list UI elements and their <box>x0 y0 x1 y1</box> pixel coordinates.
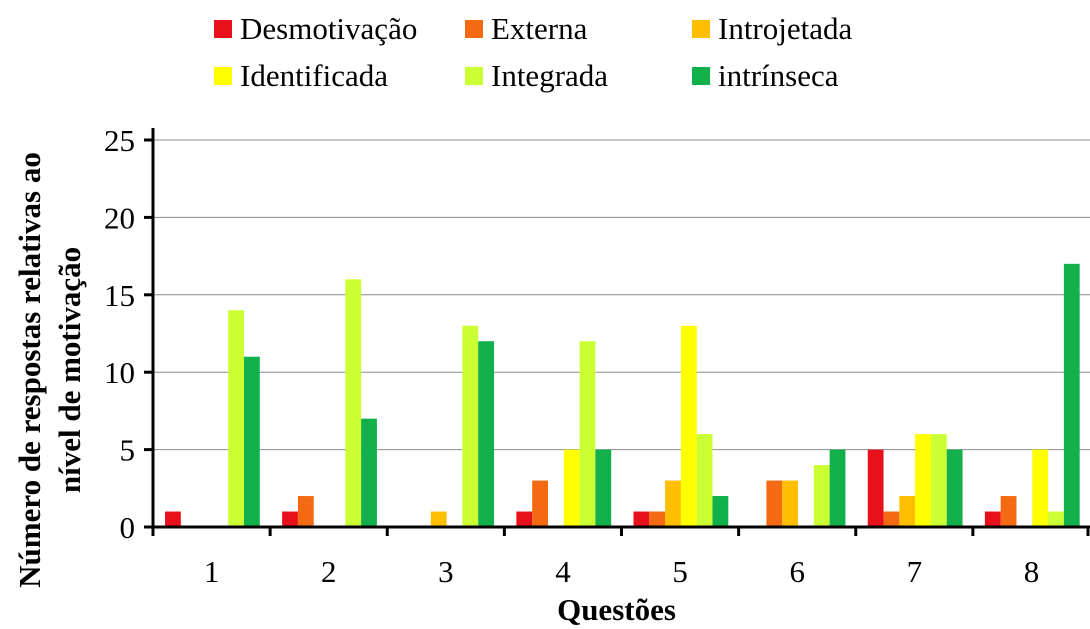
legend-label: Introjetada <box>718 11 853 46</box>
bar-Identificada-q4 <box>563 449 580 527</box>
bar-Desmotivação-q7 <box>867 449 884 527</box>
legend-swatch <box>214 66 232 85</box>
y-tick-label: 25 <box>104 123 135 158</box>
bar-Identificada-q7 <box>915 434 931 527</box>
x-tick-label: 2 <box>321 554 337 589</box>
legend-item-Introjetada: Introjetada <box>692 13 852 44</box>
bar-Externa-q5 <box>649 511 666 527</box>
legend-item-Integrada: Integrada <box>465 60 608 91</box>
bar-Introjetada-q6 <box>782 480 799 527</box>
bar-Integrada-q4 <box>579 341 596 527</box>
bar-intrínseca-q5 <box>712 496 729 527</box>
legend-label: Desmotivação <box>240 11 418 46</box>
bar-intrínseca-q4 <box>595 449 612 527</box>
bar-Externa-q4 <box>532 480 548 527</box>
bar-Identificada-q8 <box>1032 449 1049 527</box>
legend-label: intrínseca <box>718 58 839 93</box>
y-tick-label: 5 <box>120 433 136 468</box>
bar-Integrada-q5 <box>696 434 713 527</box>
x-tick-label: 4 <box>555 554 571 589</box>
bar-Identificada-q5 <box>680 325 697 527</box>
y-tick-label: 0 <box>120 510 136 545</box>
bar-Desmotivação-q5 <box>633 511 650 527</box>
legend-swatch <box>465 66 483 85</box>
legend-item-Externa: Externa <box>465 13 587 44</box>
bar-intrínseca-q8 <box>1063 263 1080 527</box>
bar-Integrada-q1 <box>228 310 244 527</box>
x-tick-label: 1 <box>204 554 220 589</box>
bar-intrínseca-q1 <box>244 356 260 527</box>
legend-item-Identificada: Identificada <box>214 60 388 91</box>
bar-Integrada-q2 <box>345 279 362 527</box>
bar-Externa-q7 <box>883 511 900 527</box>
bar-Desmotivação-q8 <box>984 511 1001 527</box>
bar-Introjetada-q5 <box>665 480 681 527</box>
y-tick-label: 10 <box>104 355 135 390</box>
legend-label: Integrada <box>491 58 609 93</box>
x-tick-label: 5 <box>672 554 688 589</box>
x-tick-label: 3 <box>438 554 454 589</box>
bar-Externa-q6 <box>766 480 783 527</box>
legend-swatch <box>214 19 232 38</box>
x-axis-title: Questões <box>557 592 676 627</box>
y-tick-label: 15 <box>104 278 135 313</box>
legend-swatch <box>692 19 710 38</box>
bar-Desmotivação-q4 <box>516 511 533 527</box>
bar-Externa-q2 <box>297 496 314 527</box>
bar-Desmotivação-q1 <box>165 511 181 527</box>
legend-swatch <box>692 66 710 85</box>
bar-Externa-q8 <box>1000 496 1017 527</box>
bar-Integrada-q6 <box>813 465 830 527</box>
bar-Integrada-q8 <box>1048 511 1064 527</box>
bar-intrínseca-q7 <box>946 449 963 527</box>
bar-Desmotivação-q2 <box>282 511 298 527</box>
x-tick-label: 7 <box>907 554 923 589</box>
bar-intrínseca-q3 <box>478 341 495 527</box>
legend-item-intrínseca: intrínseca <box>692 60 839 91</box>
legend-label: Identificada <box>240 58 389 93</box>
bar-Introjetada-q7 <box>899 496 916 527</box>
bar-Integrada-q3 <box>462 325 479 527</box>
legend-item-Desmotivação: Desmotivação <box>214 13 417 44</box>
legend-swatch <box>465 19 483 38</box>
bar-intrínseca-q6 <box>829 449 846 527</box>
bar-intrínseca-q2 <box>361 418 377 527</box>
y-axis-title: Número de respostas relativas ao nível de… <box>12 152 87 588</box>
x-tick-label: 8 <box>1024 554 1040 589</box>
bar-Introjetada-q3 <box>430 511 447 527</box>
legend-label: Externa <box>491 11 588 46</box>
x-tick-label: 6 <box>789 554 805 589</box>
y-tick-label: 20 <box>104 200 135 235</box>
bar-Integrada-q7 <box>930 434 947 527</box>
